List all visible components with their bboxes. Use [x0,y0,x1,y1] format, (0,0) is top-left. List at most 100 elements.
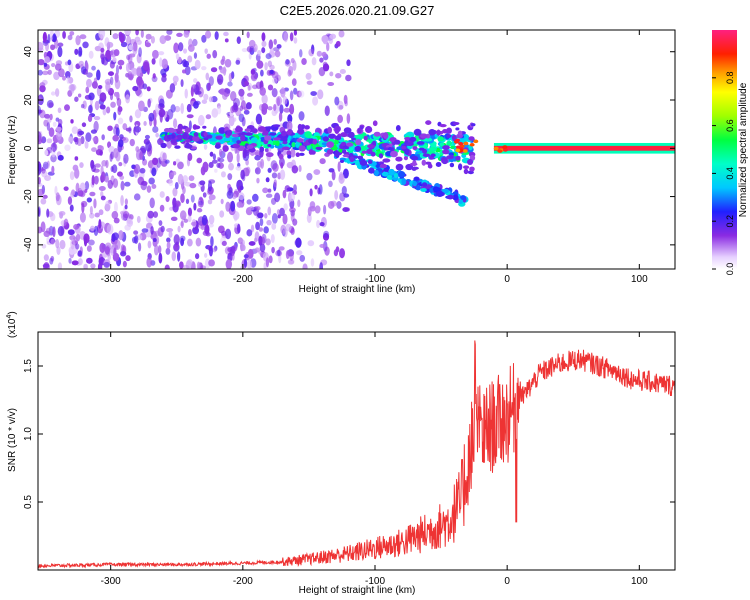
halo-speck [404,148,410,155]
noise-speck [139,167,146,174]
halo-speck [282,141,288,145]
noise-speck [194,59,201,70]
noise-speck [308,48,315,57]
noise-speck [216,162,221,168]
noise-speck [207,82,211,91]
spectrogram-xlabel: Height of straight line (km) [299,284,416,295]
noise-speck [227,259,231,269]
noise-speck [41,170,48,178]
halo-speck [451,134,457,142]
noise-speck [248,206,255,211]
noise-speck [85,132,92,143]
noise-speck [214,31,219,40]
noise-speck [47,69,52,75]
branch-speck [429,187,434,194]
noise-speck [112,134,120,142]
noise-speck [132,67,137,77]
noise-speck [93,175,99,185]
noise-speck [211,159,218,164]
noise-speck [233,213,238,222]
noise-speck [105,159,109,169]
noise-speck [70,238,75,250]
noise-speck [274,50,281,58]
noise-speck [210,236,214,247]
noise-speck [50,238,55,245]
noise-speck [311,57,317,66]
noise-speck [49,113,53,121]
noise-speck [177,161,184,170]
noise-speck [214,168,218,173]
noise-speck [200,166,206,176]
noise-speck [38,135,42,142]
noise-speck [187,152,193,162]
noise-speck [178,42,184,52]
noise-speck [261,32,266,42]
noise-speck [126,218,134,228]
noise-speck [257,49,262,56]
noise-speck [133,193,141,201]
snr-marks [38,340,675,570]
halo-speck [394,139,401,145]
halo-speck [436,129,441,136]
noise-speck [296,250,303,256]
noise-speck [151,183,157,189]
noise-speck [91,147,97,152]
noise-speck [111,164,118,174]
noise-speck [278,111,283,122]
colorbar-ticks: 0.0 0.2 0.4 0.6 0.8 [712,72,735,275]
noise-speck [235,165,242,171]
noise-speck [75,243,80,250]
noise-speck [185,198,190,205]
branch-speck [368,167,375,174]
noise-speck [72,164,79,172]
noise-speck [310,91,318,96]
colorbar: 0.0 0.2 0.4 0.6 0.8 Normalized spectral ampl… [712,30,749,275]
noise-speck [261,94,268,105]
noise-speck [208,96,214,103]
noise-speck [118,31,123,38]
colorbar-tick-label: 0.4 [725,167,735,180]
noise-speck [111,210,119,220]
noise-speck [212,247,217,253]
noise-speck [150,225,154,235]
noise-speck [157,245,162,254]
noise-speck [183,60,190,68]
halo-speck [222,145,229,152]
branch-speck [374,169,379,177]
noise-speck [306,213,312,224]
noise-speck [57,262,63,269]
spectrogram-y-ticks: -40 -20 0 20 40 [23,46,675,252]
snr-ylabel: SNR (10 * v/v) [7,408,18,472]
noise-speck [265,193,273,198]
noise-speck [270,197,277,205]
halo-speck [234,126,243,133]
noise-speck [230,200,236,212]
noise-speck [94,212,100,218]
halo-speck [334,125,341,133]
halo-speck [312,138,318,145]
noise-speck [38,105,42,116]
noise-speck [342,207,350,212]
noise-speck [319,243,326,249]
noise-speck [285,59,290,65]
noise-speck [182,69,187,74]
noise-speck [298,90,305,98]
noise-speck [284,185,291,193]
noise-speck [217,78,222,83]
halo-speck [430,153,436,158]
band-speck [355,134,363,139]
noise-speck [117,59,125,66]
noise-speck [293,30,298,36]
noise-speck [48,127,55,137]
branch-speck [383,168,389,172]
noise-speck [55,88,60,97]
noise-speck [337,114,343,124]
halo-speck [354,145,362,152]
noise-speck [276,97,280,107]
noise-speck [153,117,157,128]
noise-speck [137,242,142,252]
noise-speck [153,244,159,256]
x-tick-label: 100 [631,274,648,285]
halo-speck [184,143,193,149]
halo-speck [175,128,183,132]
